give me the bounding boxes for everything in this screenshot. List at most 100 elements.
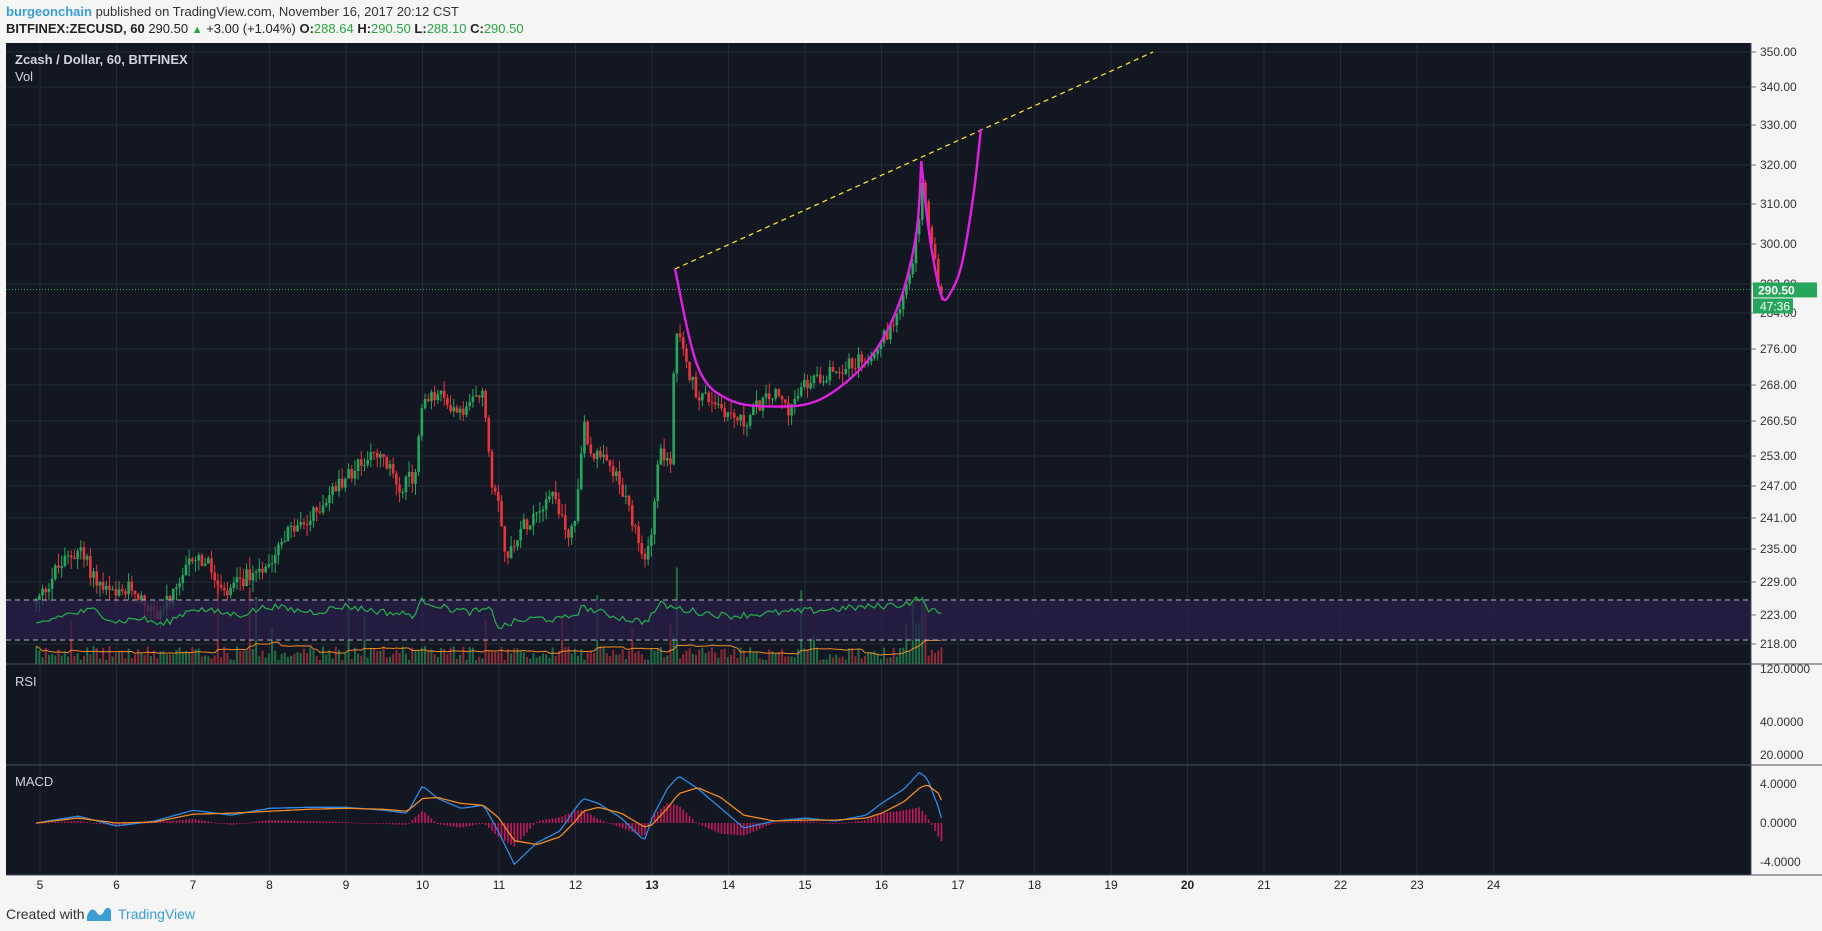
volume-bar xyxy=(200,656,203,664)
volume-bar xyxy=(745,656,748,664)
candle-body xyxy=(219,584,223,588)
candle-body xyxy=(407,471,411,477)
macd-axis[interactable]: 4.0000 0.0000 -4.0000 xyxy=(1760,777,1801,869)
volume-bar xyxy=(337,649,340,664)
macd-histogram-bar xyxy=(35,823,37,824)
candle-body xyxy=(646,546,650,560)
volume-bar xyxy=(608,656,611,664)
volume-bar xyxy=(92,646,95,664)
volume-bar xyxy=(844,659,847,664)
volume-bar xyxy=(510,653,513,664)
candle-body xyxy=(321,505,325,513)
candle-body xyxy=(203,563,207,566)
volume-bar xyxy=(487,650,490,664)
macd-histogram-bar xyxy=(446,823,449,826)
volume-bar xyxy=(870,651,873,664)
candle-body xyxy=(777,389,781,396)
x-tick-label: 6 xyxy=(113,878,120,892)
volume-bar xyxy=(105,659,108,664)
macd-histogram-bar xyxy=(156,821,159,823)
x-tick-label: 14 xyxy=(722,878,736,892)
macd-histogram-bar xyxy=(787,822,790,823)
volume-bar xyxy=(35,646,38,664)
macd-histogram-bar xyxy=(280,820,283,823)
candle-body xyxy=(895,313,899,326)
tradingview-logo-icon[interactable] xyxy=(86,904,112,922)
x-tick-label: 8 xyxy=(266,878,273,892)
candle-body xyxy=(522,519,526,529)
candle-body xyxy=(350,469,354,479)
candle-body xyxy=(442,390,446,398)
volume-bar xyxy=(213,655,216,664)
macd-histogram-bar xyxy=(625,823,627,830)
author-link[interactable]: burgeonchain xyxy=(6,4,92,19)
candle-body xyxy=(296,525,299,532)
candle-body xyxy=(713,402,717,405)
candle-body xyxy=(324,503,328,506)
macd-histogram-bar xyxy=(405,823,407,825)
candle-body xyxy=(509,546,513,558)
candle-body xyxy=(391,464,395,474)
volume-bar xyxy=(618,654,621,664)
price-axis[interactable]: 350.00340.00330.00320.00310.00300.00292.… xyxy=(1751,45,1797,651)
volume-bar xyxy=(366,657,369,664)
volume-bar xyxy=(299,653,302,664)
volume-bar xyxy=(739,647,742,664)
candle-body xyxy=(178,583,181,588)
macd-histogram-bar xyxy=(924,814,927,823)
price-panel[interactable]: Zcash / Dollar, 60, BITFINEX Vol xyxy=(6,51,1751,664)
volume-bar xyxy=(420,647,423,664)
macd-histogram-bar xyxy=(574,810,576,823)
tradingview-link[interactable]: TradingView xyxy=(118,906,196,922)
rsi-axis[interactable]: 120.0000 40.0000 20.0000 xyxy=(1760,662,1810,762)
candle-body xyxy=(191,558,194,562)
volume-bar xyxy=(494,651,497,664)
y-tick-label: 260.50 xyxy=(1760,414,1797,428)
macd-histogram-bar xyxy=(829,823,831,824)
candle-body xyxy=(251,572,255,581)
macd-histogram-bar xyxy=(656,811,659,823)
candle-body xyxy=(627,495,631,506)
macd-histogram-bar xyxy=(876,814,879,823)
candle-body xyxy=(60,566,63,568)
candle-body xyxy=(181,575,185,584)
candle-body xyxy=(742,414,746,427)
volume-bar xyxy=(838,658,841,664)
macd-histogram-bar xyxy=(749,823,751,834)
macd-histogram-bar xyxy=(236,823,238,825)
macd-histogram-bar xyxy=(172,820,175,823)
rsi-panel[interactable]: RSI xyxy=(6,595,1751,689)
candle-body xyxy=(54,565,57,579)
volume-bar xyxy=(522,652,525,664)
macd-panel[interactable]: MACD xyxy=(15,771,943,866)
candle-body xyxy=(726,412,730,418)
volume-bar xyxy=(701,648,704,664)
macd-histogram-bar xyxy=(48,822,50,824)
macd-histogram-bar xyxy=(765,823,767,827)
candle-body xyxy=(187,558,191,565)
volume-bar xyxy=(577,655,580,664)
handle-curve[interactable] xyxy=(920,128,983,302)
candle-body xyxy=(477,395,481,398)
volume-bar xyxy=(832,657,835,664)
macd-histogram-bar xyxy=(322,821,324,823)
volume-bar xyxy=(130,658,133,664)
trendline[interactable] xyxy=(674,51,1154,270)
volume-bar xyxy=(169,654,172,664)
candle-body xyxy=(528,525,532,530)
volume-bar xyxy=(784,656,787,664)
candle-body xyxy=(841,372,844,374)
volume-bar xyxy=(162,651,165,664)
candle-body xyxy=(232,582,236,588)
ohlc-line: BITFINEX:ZECUSD, 60 290.50 ▲ +3.00 (+1.0… xyxy=(6,21,524,36)
cup-curve[interactable] xyxy=(673,160,923,408)
volume-bar xyxy=(226,652,229,664)
volume-bar xyxy=(736,657,739,664)
y-tick-label: 223.00 xyxy=(1760,608,1797,622)
candle-body xyxy=(688,361,691,381)
volume-bar xyxy=(433,654,436,664)
candle-body xyxy=(270,563,274,565)
candle-body xyxy=(917,219,921,235)
volume-bar xyxy=(475,659,478,664)
